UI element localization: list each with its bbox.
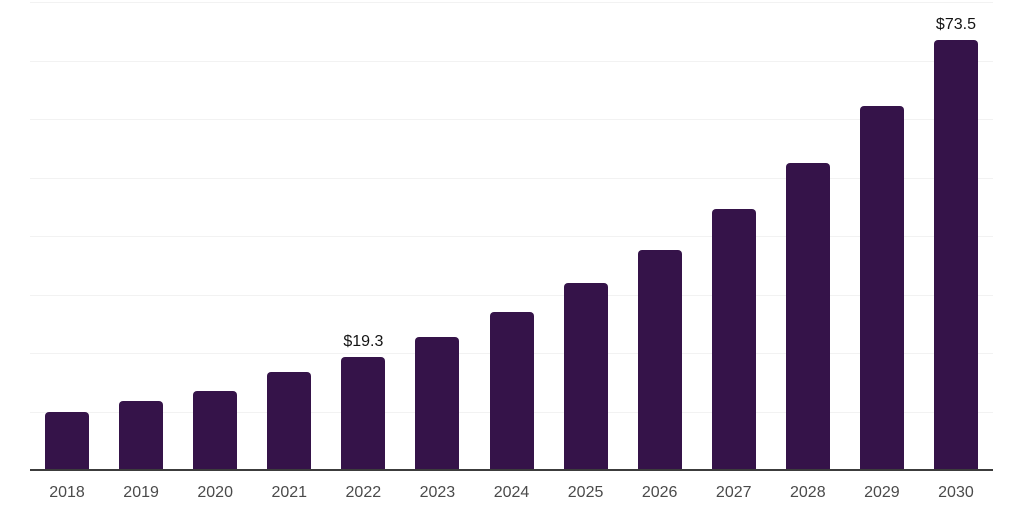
x-tick-2024: 2024 xyxy=(493,484,530,501)
bar-2019 xyxy=(119,400,164,470)
x-tick-2029: 2029 xyxy=(864,484,900,501)
gridline-70 xyxy=(30,60,993,62)
gridline-30 xyxy=(30,294,993,296)
x-tick-2019: 2019 xyxy=(123,484,159,501)
x-tick-2018: 2018 xyxy=(49,484,85,501)
bar-2030 xyxy=(933,40,978,470)
x-tick-2030: 2030 xyxy=(938,484,974,501)
x-tick-2021: 2021 xyxy=(271,484,308,501)
bar-2021 xyxy=(267,372,312,470)
x-tick-2020: 2020 xyxy=(197,484,233,501)
x-tick-2028: 2028 xyxy=(790,484,826,501)
bar-2026 xyxy=(637,250,682,470)
x-tick-2022: 2022 xyxy=(345,484,382,501)
gridline-80 xyxy=(30,2,993,3)
x-tick-2027: 2027 xyxy=(715,484,752,501)
x-tick-2025: 2025 xyxy=(567,484,604,501)
x-tick-2023: 2023 xyxy=(419,484,456,501)
bar-2027 xyxy=(711,209,756,470)
gridline-40 xyxy=(30,236,993,237)
data-label-2022: $19.3 xyxy=(343,333,384,351)
bar-2029 xyxy=(859,105,904,470)
bar-2022 xyxy=(341,357,386,470)
bar-2025 xyxy=(563,283,608,470)
bar-2020 xyxy=(193,391,238,470)
bar-2018 xyxy=(45,411,90,470)
data-label-2030: $73.5 xyxy=(935,16,976,34)
bar-2023 xyxy=(415,337,460,470)
gridline-60 xyxy=(30,119,993,120)
bar-2028 xyxy=(785,163,830,470)
x-tick-2026: 2026 xyxy=(641,484,678,501)
bar-2024 xyxy=(489,312,534,470)
x-axis-line xyxy=(30,469,993,471)
gridline-50 xyxy=(30,177,993,179)
